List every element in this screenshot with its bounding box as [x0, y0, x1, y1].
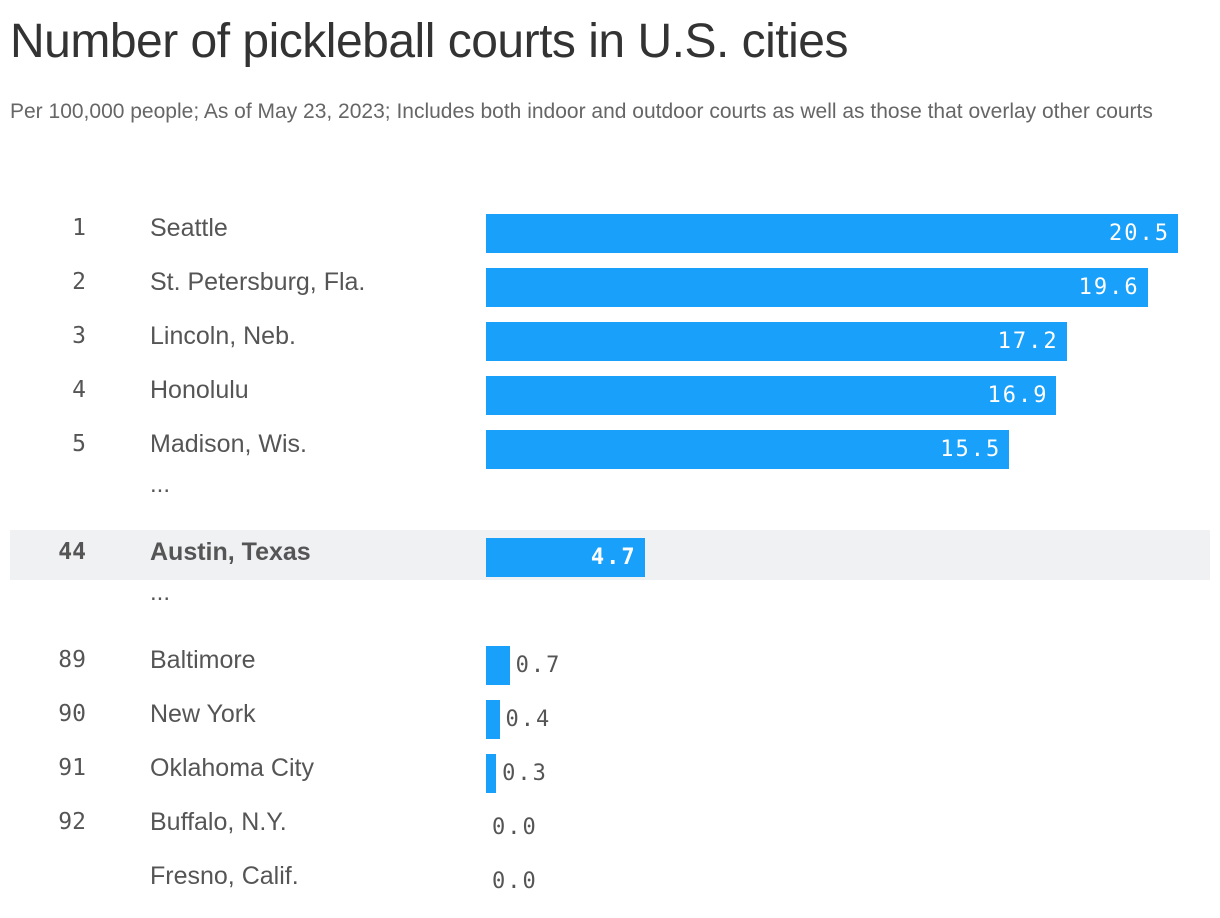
chart-row: 92 Buffalo, N.Y. 0.0: [10, 802, 1210, 852]
row-city-label: Madison, Wis.: [150, 430, 307, 458]
row-city-label: Austin, Texas: [150, 538, 311, 566]
bar-value-label: 4.7: [590, 545, 637, 570]
row-rank: 44: [58, 539, 86, 565]
row-rank: 1: [72, 215, 86, 241]
chart-row: Fresno, Calif. 0.0: [10, 856, 1210, 906]
row-city-label: Honolulu: [150, 376, 249, 404]
row-rank: 89: [58, 647, 86, 673]
bar-value-label: 0.7: [515, 653, 562, 678]
row-city-label: Seattle: [150, 214, 228, 242]
chart-row: 91 Oklahoma City 0.3: [10, 748, 1210, 798]
row-rank: 3: [72, 323, 86, 349]
chart-row: 1 Seattle 20.5: [10, 208, 1210, 258]
chart-row: 5 Madison, Wis. 15.5: [10, 424, 1210, 474]
bar: [486, 538, 645, 577]
row-city-label: Fresno, Calif.: [150, 862, 299, 890]
chart-row: 89 Baltimore 0.7: [10, 640, 1210, 690]
chart-row: 90 New York 0.4: [10, 694, 1210, 744]
bar-value-label: 17.2: [997, 329, 1059, 354]
row-rank: 5: [72, 431, 86, 457]
bar: [486, 700, 500, 739]
bar: [486, 754, 497, 793]
bar: [486, 646, 510, 685]
row-city-label: Lincoln, Neb.: [150, 322, 296, 350]
row-rank: 91: [58, 755, 86, 781]
row-rank: 92: [58, 809, 86, 835]
bar-value-label: 19.6: [1078, 275, 1140, 300]
bar: [486, 322, 1067, 361]
row-rank: 90: [58, 701, 86, 727]
bar-value-label: 0.3: [502, 761, 548, 786]
row-rank: 4: [72, 377, 86, 403]
chart-row: 4 Honolulu 16.9: [10, 370, 1210, 420]
bar-value-label: 20.5: [1109, 221, 1170, 246]
bar: [486, 214, 1178, 253]
bar-value-label: 16.9: [987, 383, 1049, 408]
bar-value-label: 0.0: [492, 869, 538, 894]
row-city-label: New York: [150, 700, 256, 728]
row-rank: 2: [72, 269, 86, 295]
row-city-label: Buffalo, N.Y.: [150, 808, 287, 836]
bar-value-label: 0.4: [505, 707, 552, 732]
row-city-label: St. Petersburg, Fla.: [150, 268, 366, 296]
chart-row: 2 St. Petersburg, Fla. 19.6: [10, 262, 1210, 312]
chart-row: 3 Lincoln, Neb. 17.2: [10, 316, 1210, 366]
chart-subtitle: Per 100,000 people; As of May 23, 2023; …: [10, 100, 1153, 123]
chart-title: Number of pickleball courts in U.S. citi…: [10, 15, 848, 68]
bar-value-label: 0.0: [492, 815, 538, 840]
bar-value-label: 15.5: [940, 437, 1002, 462]
bar: [486, 376, 1057, 415]
chart-row: 44 Austin, Texas 4.7: [10, 530, 1210, 580]
row-ellipsis: ...: [150, 579, 171, 606]
bar: [486, 430, 1010, 469]
row-city-label: Oklahoma City: [150, 754, 314, 782]
row-ellipsis: ...: [150, 471, 171, 498]
bar: [486, 268, 1148, 307]
row-city-label: Baltimore: [150, 646, 256, 674]
